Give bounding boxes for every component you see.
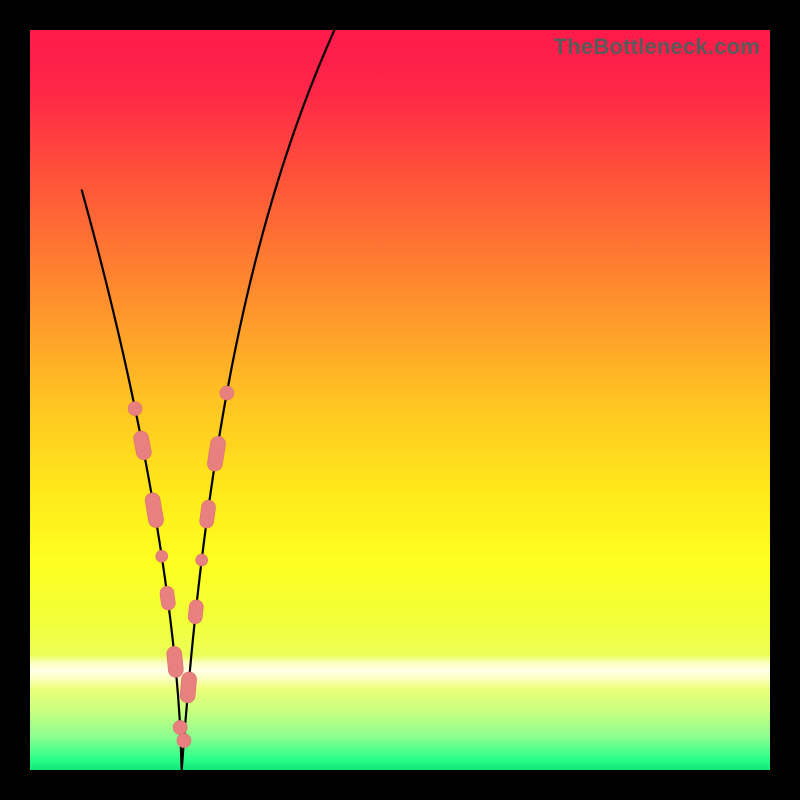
- chart-frame: TheBottleneck.com: [0, 0, 800, 800]
- watermark-text: TheBottleneck.com: [554, 34, 760, 60]
- plot-area: TheBottleneck.com: [30, 30, 770, 770]
- chart-svg: [30, 30, 770, 770]
